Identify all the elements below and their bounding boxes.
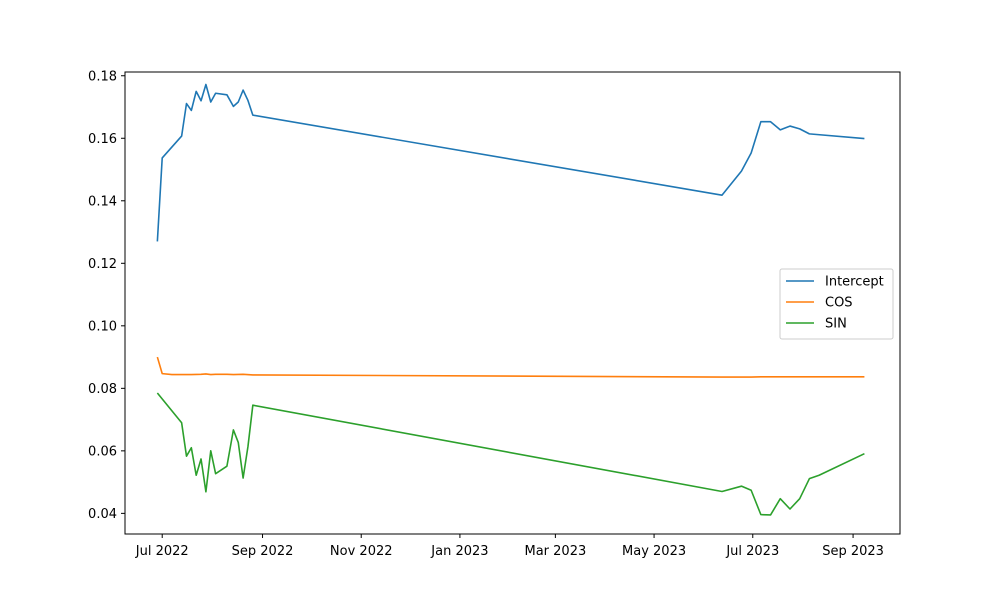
legend-label-intercept: Intercept [825,275,884,290]
legend-label-sin: SIN [825,317,847,332]
y-tick-label: 0.12 [88,257,117,272]
y-tick-label: 0.10 [88,319,117,334]
x-tick-label: Jul 2022 [135,544,189,559]
series-line-cos [156,356,865,378]
x-tick-label: May 2023 [622,544,686,559]
x-tick-label: Sep 2022 [232,544,294,559]
x-tick-label: Nov 2022 [330,544,393,559]
y-tick-label: 0.04 [88,507,117,522]
x-tick-label: Sep 2023 [822,544,884,559]
series-line-sin [156,392,865,516]
y-axis: 0.04 0.06 0.08 0.10 0.12 0.14 0.16 0.18 [88,69,125,522]
axes-frame [124,71,901,535]
y-tick-label: 0.18 [88,69,117,84]
x-tick-label: Jan 2023 [430,544,488,559]
legend-label-cos: COS [825,296,853,311]
y-tick-label: 0.16 [88,132,117,147]
x-axis: Jul 2022 Sep 2022 Nov 2022 Jan 2023 Mar 2023… [135,534,884,559]
x-tick-label: Mar 2023 [525,544,587,559]
y-tick-label: 0.14 [88,194,117,209]
plot-area [124,71,901,535]
legend: Intercept COS SIN [779,268,894,340]
y-tick-label: 0.06 [88,444,117,459]
x-tick-label: Jul 2023 [725,544,779,559]
legend-box [779,268,894,340]
series-line-intercept [156,83,865,242]
y-tick-label: 0.08 [88,382,117,397]
